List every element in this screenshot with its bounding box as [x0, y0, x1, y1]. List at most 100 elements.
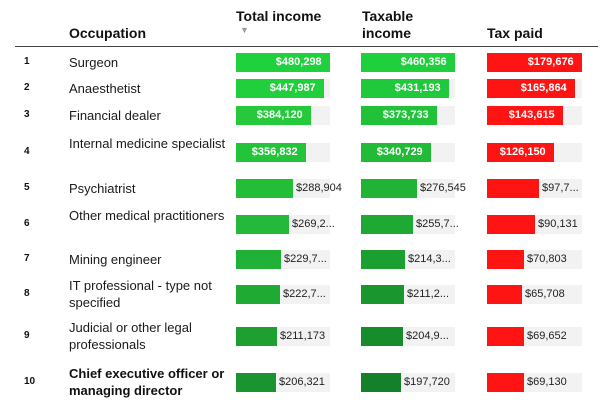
total-income-value: $288,904 — [296, 182, 342, 194]
taxable-income-cell: $214,3... — [361, 250, 455, 269]
rank-number: 2 — [24, 82, 30, 93]
occupation-label: Psychiatrist — [69, 181, 136, 196]
taxable-income-bar — [361, 215, 413, 234]
tax-paid-cell: $69,130 — [487, 373, 582, 392]
occupation-label: Surgeon — [69, 55, 119, 70]
tax-paid-bar — [487, 250, 524, 269]
total-income-value: $356,832 — [251, 146, 298, 158]
tax-paid-bar — [487, 53, 582, 72]
tax-paid-cell: $97,7... — [487, 179, 582, 198]
tax-paid-cell: $65,708 — [487, 285, 582, 304]
total-income-cell: $480,298 — [236, 53, 330, 72]
rank-number: 1 — [24, 56, 30, 67]
taxable-income-bar — [361, 250, 405, 269]
taxable-income-value: $373,733 — [382, 109, 429, 121]
tax-paid-value: $70,803 — [527, 253, 567, 265]
occupation-label: Other medical practitioners — [69, 208, 225, 223]
rank-number: 5 — [24, 182, 30, 193]
header-tax-paid[interactable]: Tax paid — [487, 25, 543, 41]
total-income-bar — [236, 250, 281, 269]
taxable-income-value: $197,720 — [404, 376, 450, 388]
occupation-label: Anaesthetist — [69, 81, 141, 96]
tax-paid-value: $165,864 — [520, 82, 567, 94]
rank-number: 4 — [24, 146, 30, 157]
taxable-income-value: $460,356 — [400, 56, 447, 68]
total-income-bar — [236, 285, 280, 304]
occupation-label: Internal medicine specialist — [69, 136, 226, 151]
tax-paid-cell: $179,676 — [487, 53, 582, 72]
tax-paid-value: $69,652 — [527, 330, 567, 342]
total-income-value: $269,2... — [292, 218, 335, 230]
tax-paid-cell: $165,864 — [487, 79, 582, 98]
tax-paid-bar — [487, 79, 575, 98]
tax-paid-value: $126,150 — [499, 146, 546, 158]
header-total-income[interactable]: Total income — [236, 8, 322, 24]
total-income-bar — [236, 106, 311, 125]
taxable-income-value: $211,2... — [407, 288, 449, 300]
tax-paid-value: $65,708 — [525, 288, 565, 300]
tax-paid-cell: $70,803 — [487, 250, 582, 269]
sort-down-icon[interactable]: ▼ — [240, 25, 249, 35]
taxable-income-value: $340,729 — [376, 146, 423, 158]
header-occupation: Occupation — [69, 25, 147, 41]
tax-paid-cell: $90,131 — [487, 215, 582, 234]
taxable-income-cell: $204,9... — [361, 327, 455, 346]
total-income-cell: $211,173 — [236, 327, 330, 346]
total-income-cell: $269,2... — [236, 215, 335, 234]
rank-number: 8 — [24, 288, 30, 299]
taxable-income-cell: $373,733 — [361, 106, 455, 125]
rank-number: 10 — [24, 376, 36, 387]
occupation-label: IT professional - type not specified — [69, 278, 212, 310]
taxable-income-bar — [361, 53, 455, 72]
tax-paid-bar — [487, 179, 539, 198]
taxable-income-value: $276,545 — [420, 182, 466, 194]
total-income-cell: $206,321 — [236, 373, 330, 392]
tax-paid-cell: $69,652 — [487, 327, 582, 346]
tax-paid-value: $179,676 — [527, 56, 574, 68]
taxable-income-value: $431,193 — [394, 82, 441, 94]
rank-number: 9 — [24, 330, 30, 341]
taxable-income-cell: $255,7... — [361, 215, 459, 234]
occupation-label: Chief executive officer or managing dire… — [69, 366, 225, 398]
taxable-income-bar — [361, 179, 417, 198]
total-income-value: $222,7... — [283, 288, 326, 300]
taxable-income-cell: $431,193 — [361, 79, 455, 98]
total-income-bar — [236, 179, 293, 198]
total-income-bar — [236, 215, 289, 234]
tax-paid-cell: $143,615 — [487, 106, 582, 125]
header-taxable-income[interactable]: Taxable income — [362, 8, 414, 41]
occupation-label: Judicial or other legal professionals — [69, 320, 192, 352]
tax-paid-bar — [487, 143, 554, 162]
taxable-income-bar — [361, 285, 404, 304]
total-income-bar — [236, 373, 276, 392]
taxable-income-cell: $460,356 — [361, 53, 455, 72]
taxable-income-value: $255,7... — [416, 218, 459, 230]
taxable-income-value: $214,3... — [408, 253, 451, 265]
taxable-income-value: $204,9... — [406, 330, 449, 342]
tax-paid-value: $69,130 — [527, 376, 567, 388]
total-income-cell: $229,7... — [236, 250, 330, 269]
taxable-income-cell: $276,545 — [361, 179, 466, 198]
tax-paid-value: $90,131 — [538, 218, 578, 230]
taxable-income-bar — [361, 327, 403, 346]
total-income-value: $384,120 — [256, 109, 303, 121]
tax-paid-cell: $126,150 — [487, 143, 582, 162]
total-income-cell: $356,832 — [236, 143, 330, 162]
rank-number: 7 — [24, 253, 30, 264]
tax-paid-bar — [487, 106, 563, 125]
rank-number: 3 — [24, 109, 30, 120]
total-income-value: $211,173 — [280, 330, 326, 342]
tax-paid-bar — [487, 215, 535, 234]
taxable-income-bar — [361, 79, 449, 98]
total-income-cell: $447,987 — [236, 79, 330, 98]
total-income-value: $229,7... — [284, 253, 327, 265]
header-divider — [15, 46, 598, 47]
taxable-income-bar — [361, 106, 437, 125]
total-income-value: $206,321 — [279, 376, 325, 388]
taxable-income-cell: $340,729 — [361, 143, 455, 162]
occupation-label: Financial dealer — [69, 108, 161, 123]
tax-paid-value: $97,7... — [542, 182, 579, 194]
tax-paid-bar — [487, 373, 524, 392]
taxable-income-bar — [361, 373, 401, 392]
total-income-bar — [236, 53, 330, 72]
